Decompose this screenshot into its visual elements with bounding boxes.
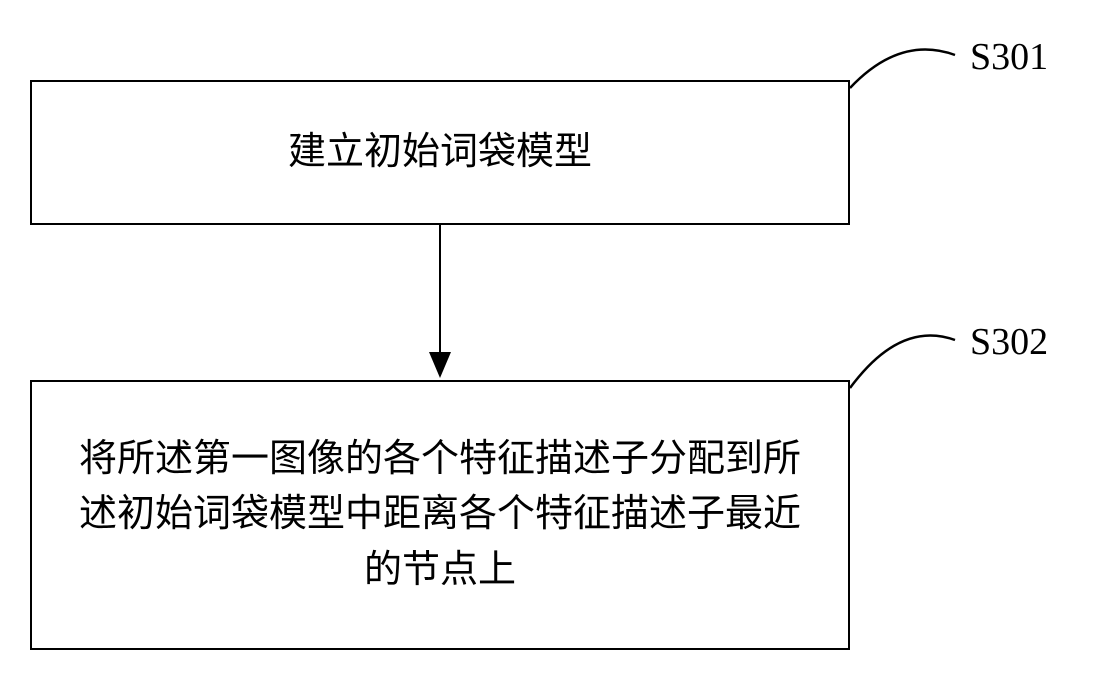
leader-line-s302	[0, 0, 1095, 699]
step-tag-s302: S302	[970, 320, 1048, 364]
flowchart-canvas: 建立初始词袋模型 S301 将所述第一图像的各个特征描述子分配到所述初始词袋模型…	[0, 0, 1095, 699]
